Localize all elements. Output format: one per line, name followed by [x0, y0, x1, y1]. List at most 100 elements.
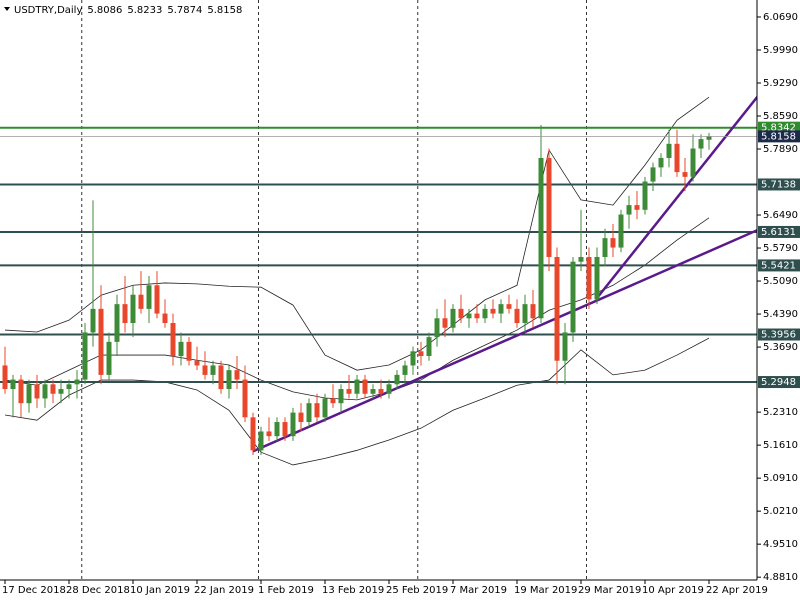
candle-body: [522, 304, 528, 324]
y-tick-label: 5.8590: [763, 111, 798, 122]
candle-body: [298, 412, 304, 423]
candle-body: [642, 181, 648, 210]
x-tick-label: 10 Jan 2019: [130, 585, 190, 596]
candle-body: [34, 384, 40, 399]
level-label-bg: [758, 376, 800, 389]
y-tick-label: 5.2310: [763, 407, 798, 418]
candle-body: [706, 136, 712, 140]
y-tick-label: 5.6490: [763, 210, 798, 221]
candle-body: [186, 341, 192, 361]
candle-body: [466, 313, 472, 319]
candle-body: [90, 308, 96, 333]
y-tick-label: 5.4390: [763, 309, 798, 320]
candle-body: [650, 167, 656, 182]
candle-body: [626, 205, 632, 215]
candle-body: [370, 389, 376, 394]
candle-body: [442, 318, 448, 328]
header-high: 5.8233: [127, 5, 162, 16]
band-middle: [4, 217, 710, 401]
candle-body: [122, 304, 128, 324]
x-tick-label: 7 Mar 2019: [450, 585, 507, 596]
candle-body: [610, 238, 616, 248]
x-tick-label: 13 Feb 2019: [322, 585, 384, 596]
x-tick-label: 17 Dec 2018: [2, 585, 66, 596]
x-tick-label: 25 Feb 2019: [386, 585, 448, 596]
header-low: 5.7874: [167, 5, 202, 16]
level-label: 5.3956: [761, 330, 796, 341]
candle-body: [658, 157, 664, 168]
candle-body: [226, 370, 232, 390]
candle-body: [162, 313, 168, 324]
candle-body: [362, 379, 368, 394]
y-tick-label: 5.9990: [763, 45, 798, 56]
candle-body: [618, 214, 624, 248]
candle-body: [106, 341, 112, 375]
candle-body: [26, 384, 32, 404]
candle-body: [82, 332, 88, 380]
candle-body: [426, 337, 432, 357]
candle-body: [578, 256, 584, 262]
candle-body: [482, 308, 488, 319]
plot-area: [0, 0, 757, 580]
candle-body: [282, 422, 288, 437]
candle-body: [42, 384, 48, 399]
candle-body: [634, 205, 640, 210]
candle-body: [570, 261, 576, 333]
y-tick-label: 5.7890: [763, 144, 798, 155]
candle-body: [18, 379, 24, 404]
x-tick-label: 29 Mar 2019: [578, 585, 641, 596]
candle-body: [218, 365, 224, 390]
y-tick-label: 4.8810: [763, 572, 798, 583]
level-label: 5.8342: [761, 123, 796, 134]
x-tick-label: 22 Jan 2019: [194, 585, 254, 596]
candle-body: [698, 139, 704, 149]
candle-body: [290, 412, 296, 437]
x-tick-label: 10 Apr 2019: [642, 585, 704, 596]
price-label: 5.8158: [761, 131, 796, 142]
candle-body: [242, 379, 248, 418]
candle-body: [690, 148, 696, 177]
level-label: 5.6131: [761, 227, 796, 238]
candle-body: [98, 308, 104, 375]
candle-body: [602, 238, 608, 257]
candle-body: [330, 398, 336, 404]
candle-body: [458, 308, 464, 319]
level-label-bg: [758, 328, 800, 341]
candle-body: [234, 370, 240, 380]
candle-body: [178, 341, 184, 357]
candle-body: [74, 379, 80, 385]
header-open: 5.8086: [87, 5, 122, 16]
level-label: 5.7138: [761, 179, 796, 190]
candle-body: [538, 157, 544, 319]
candle-body: [210, 365, 216, 375]
y-tick-label: 5.5790: [763, 243, 798, 254]
candle-body: [322, 398, 328, 418]
candle-body: [378, 389, 384, 394]
candle-body: [546, 157, 552, 257]
candle-body: [146, 285, 152, 309]
y-tick-label: 5.9290: [763, 78, 798, 89]
candle-body: [498, 304, 504, 314]
x-tick-label: 1 Feb 2019: [258, 585, 314, 596]
candle-body: [562, 332, 568, 361]
candle-body: [474, 313, 480, 319]
level-label: 5.2948: [761, 377, 796, 388]
y-tick-label: 6.0690: [763, 12, 798, 23]
candle-body: [402, 365, 408, 375]
candle-body: [338, 389, 344, 404]
candle-body: [50, 384, 56, 394]
candle-body: [274, 422, 280, 437]
x-tick-label: 19 Mar 2019: [514, 585, 577, 596]
trendline: [252, 228, 757, 453]
candle-body: [674, 143, 680, 173]
y-tick-label: 4.9510: [763, 539, 798, 550]
candle-body: [306, 403, 312, 423]
header: USDTRY,Daily 5.8086 5.8233 5.7874 5.8158: [14, 5, 242, 16]
candle-body: [354, 379, 360, 394]
chart-title: USDTRY,Daily: [14, 5, 82, 16]
y-tick-label: 5.5090: [763, 276, 798, 287]
candle-body: [138, 294, 144, 309]
candle-body: [530, 304, 536, 319]
